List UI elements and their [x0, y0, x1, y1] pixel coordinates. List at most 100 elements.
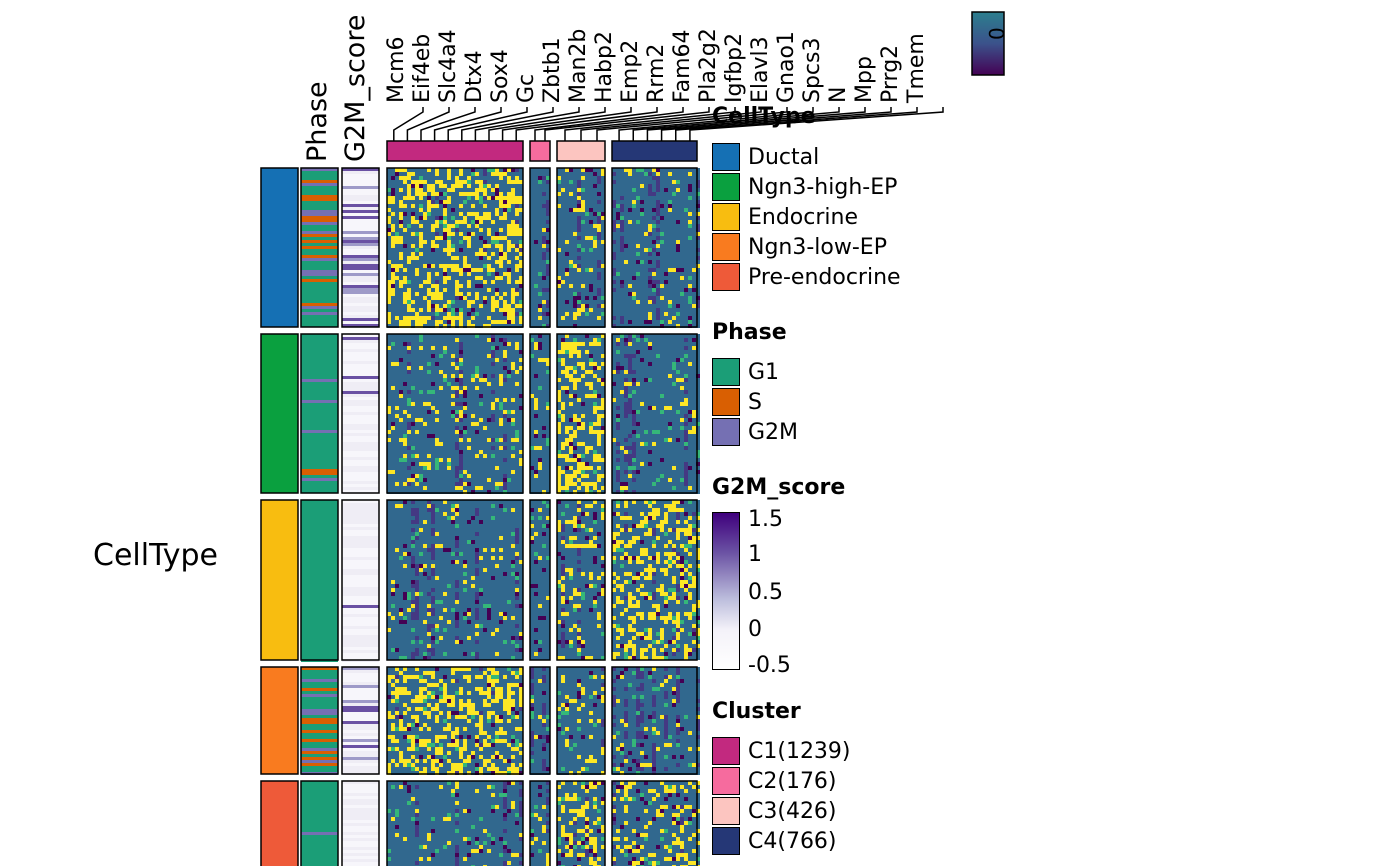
heatmap-cell [411, 350, 415, 354]
heatmap-cell [415, 296, 419, 300]
heatmap-cell [491, 180, 495, 184]
heatmap-cell [471, 176, 475, 180]
heatmap-cell [546, 172, 550, 176]
heatmap-cell [415, 192, 419, 196]
heatmap-cell [419, 450, 423, 454]
heatmap-cell [431, 350, 435, 354]
heatmap-cell [534, 280, 538, 284]
heatmap-cell [624, 204, 628, 208]
heatmap-cell [459, 486, 463, 490]
heatmap-cell [423, 172, 427, 176]
heatmap-cell [519, 406, 523, 410]
heatmap-cell [511, 338, 515, 342]
heatmap-cell [593, 176, 597, 180]
heatmap-cell [644, 196, 648, 200]
heatmap-cell [696, 240, 700, 244]
heatmap-cell [463, 284, 467, 288]
heatmap-cell [487, 378, 491, 382]
heatmap-cell [471, 478, 475, 482]
heatmap-cell [589, 180, 593, 184]
heatmap-cell [479, 454, 483, 458]
heatmap-cell [515, 304, 519, 308]
heatmap-cell [403, 490, 407, 494]
heatmap-cell [411, 370, 415, 374]
heatmap-cell [455, 304, 459, 308]
heatmap-cell [511, 358, 515, 362]
phase-cell [301, 255, 338, 258]
heatmap-cell [680, 180, 684, 184]
heatmap-cell [423, 216, 427, 220]
heatmap-cell [499, 212, 503, 216]
heatmap-cell [487, 260, 491, 264]
heatmap-cell [391, 292, 395, 296]
heatmap-cell [459, 490, 463, 494]
heatmap-cell [589, 256, 593, 260]
heatmap-cell [636, 252, 640, 256]
heatmap-cell [495, 320, 499, 324]
heatmap-cell [447, 406, 451, 410]
heatmap-cell [632, 184, 636, 188]
heatmap-cell [419, 482, 423, 486]
heatmap-cell [597, 232, 601, 236]
phase-cell [301, 445, 338, 448]
heatmap-cell [692, 252, 696, 256]
heatmap-cell [636, 248, 640, 252]
heatmap-cell [495, 204, 499, 208]
heatmap-cell [443, 426, 447, 430]
heatmap-cell [656, 320, 660, 324]
heatmap-cell [443, 204, 447, 208]
heatmap-cell [395, 180, 399, 184]
heatmap-cell [451, 398, 455, 402]
heatmap-cell [538, 482, 542, 486]
heatmap-cell [403, 288, 407, 292]
heatmap-cell [399, 382, 403, 386]
heatmap-cell [463, 334, 467, 338]
heatmap-cell [451, 386, 455, 390]
heatmap-cell [455, 232, 459, 236]
heatmap-cell [491, 252, 495, 256]
heatmap-cell [640, 260, 644, 264]
heatmap-cell [451, 248, 455, 252]
heatmap-cell [557, 196, 561, 200]
heatmap-cell [538, 312, 542, 316]
heatmap-cell [463, 260, 467, 264]
heatmap-cell [487, 366, 491, 370]
heatmap-cell [546, 402, 550, 406]
heatmap-cell [507, 280, 511, 284]
heatmap-cell [561, 304, 565, 308]
heatmap-cell [471, 316, 475, 320]
heatmap-cell [538, 414, 542, 418]
heatmap-cell [656, 188, 660, 192]
heatmap-cell [491, 482, 495, 486]
heatmap-cell [597, 316, 601, 320]
heatmap-cell [475, 248, 479, 252]
heatmap-cell [664, 260, 668, 264]
heatmap-cell [491, 334, 495, 338]
heatmap-cell [546, 398, 550, 402]
heatmap-cell [668, 296, 672, 300]
heatmap-cell [459, 394, 463, 398]
heatmap-cell [411, 430, 415, 434]
heatmap-block-border [611, 167, 698, 328]
heatmap-cell [459, 200, 463, 204]
heatmap-cell [435, 224, 439, 228]
heatmap-cell [479, 240, 483, 244]
heatmap-cell [435, 196, 439, 200]
heatmap-cell [503, 358, 507, 362]
heatmap-cell [503, 320, 507, 324]
heatmap-cell [431, 422, 435, 426]
heatmap-cell [503, 240, 507, 244]
heatmap-cell [612, 256, 616, 260]
heatmap-cell [419, 478, 423, 482]
heatmap-cell [439, 188, 443, 192]
heatmap-cell [648, 308, 652, 312]
heatmap-cell [463, 486, 467, 490]
heatmap-cell [439, 454, 443, 458]
heatmap-cell [471, 382, 475, 386]
heatmap-cell [407, 398, 411, 402]
heatmap-cell [648, 296, 652, 300]
phase-cell [301, 418, 338, 421]
heatmap-cell [546, 320, 550, 324]
heatmap-cell [395, 342, 399, 346]
heatmap-cell [495, 268, 499, 272]
